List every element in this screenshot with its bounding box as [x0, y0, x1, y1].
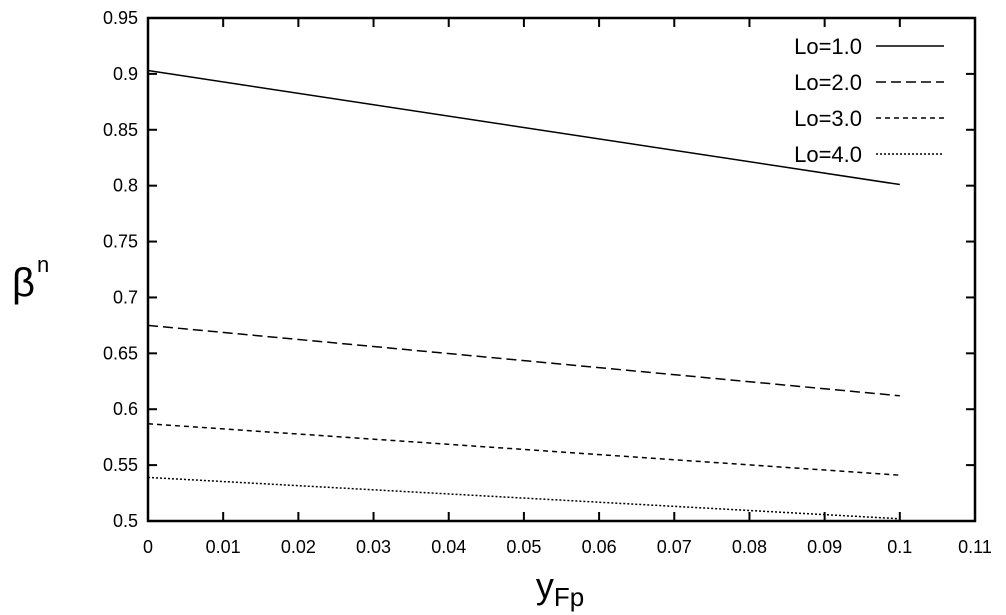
y-tick-label: 0.85	[103, 120, 138, 140]
y-tick-label: 0.5	[113, 511, 138, 531]
series-line-3	[147, 423, 900, 476]
y-axis-label-subscript: n	[37, 252, 49, 277]
legend-label-3: Lo=3.0	[794, 106, 862, 131]
x-tick-label: 0.04	[431, 537, 466, 557]
y-tick-label: 0.7	[113, 287, 138, 307]
legend-label-1: Lo=1.0	[794, 34, 862, 59]
x-axis-label-main: y	[536, 565, 554, 606]
y-axis-label: βn	[12, 252, 49, 305]
series-lines	[147, 69, 900, 520]
series-line-1	[147, 69, 900, 186]
x-tick-label: 0.05	[506, 537, 541, 557]
x-tick-label: 0.02	[281, 537, 316, 557]
legend-label-4: Lo=4.0	[794, 142, 862, 167]
x-tick-label: 0.03	[356, 537, 391, 557]
series-line-2	[147, 324, 900, 397]
y-tick-label: 0.65	[103, 343, 138, 363]
x-tick-label: 0.07	[657, 537, 692, 557]
x-tick-label: 0	[143, 537, 153, 557]
x-tick-label: 0.08	[732, 537, 767, 557]
x-tick-label: 0.09	[807, 537, 842, 557]
x-tick-label: 0.01	[206, 537, 241, 557]
x-tick-label: 0.1	[887, 537, 912, 557]
y-tick-label: 0.95	[103, 8, 138, 28]
y-axis-label-main: β	[12, 261, 35, 305]
x-axis-label: yFp	[536, 565, 584, 612]
x-tick-label: 0.06	[582, 537, 617, 557]
y-tick-label: 0.55	[103, 455, 138, 475]
y-tick-label: 0.75	[103, 232, 138, 252]
legend: Lo=1.0 Lo=2.0 Lo=3.0 Lo=4.0	[794, 34, 944, 167]
y-tick-label: 0.8	[113, 176, 138, 196]
series-line-4	[147, 476, 900, 520]
legend-label-2: Lo=2.0	[794, 70, 862, 95]
plot-frame	[146, 16, 977, 523]
x-tick-label: 0.11	[958, 537, 992, 557]
axis-ticks: 0 0.01 0.02 0.03 0.04 0.05 0.06 0.07 0.08 0.09 0.1…	[103, 8, 992, 557]
x-axis-label-subscript: Fp	[554, 582, 584, 612]
y-tick-label: 0.9	[113, 64, 138, 84]
y-tick-label: 0.6	[113, 399, 138, 419]
